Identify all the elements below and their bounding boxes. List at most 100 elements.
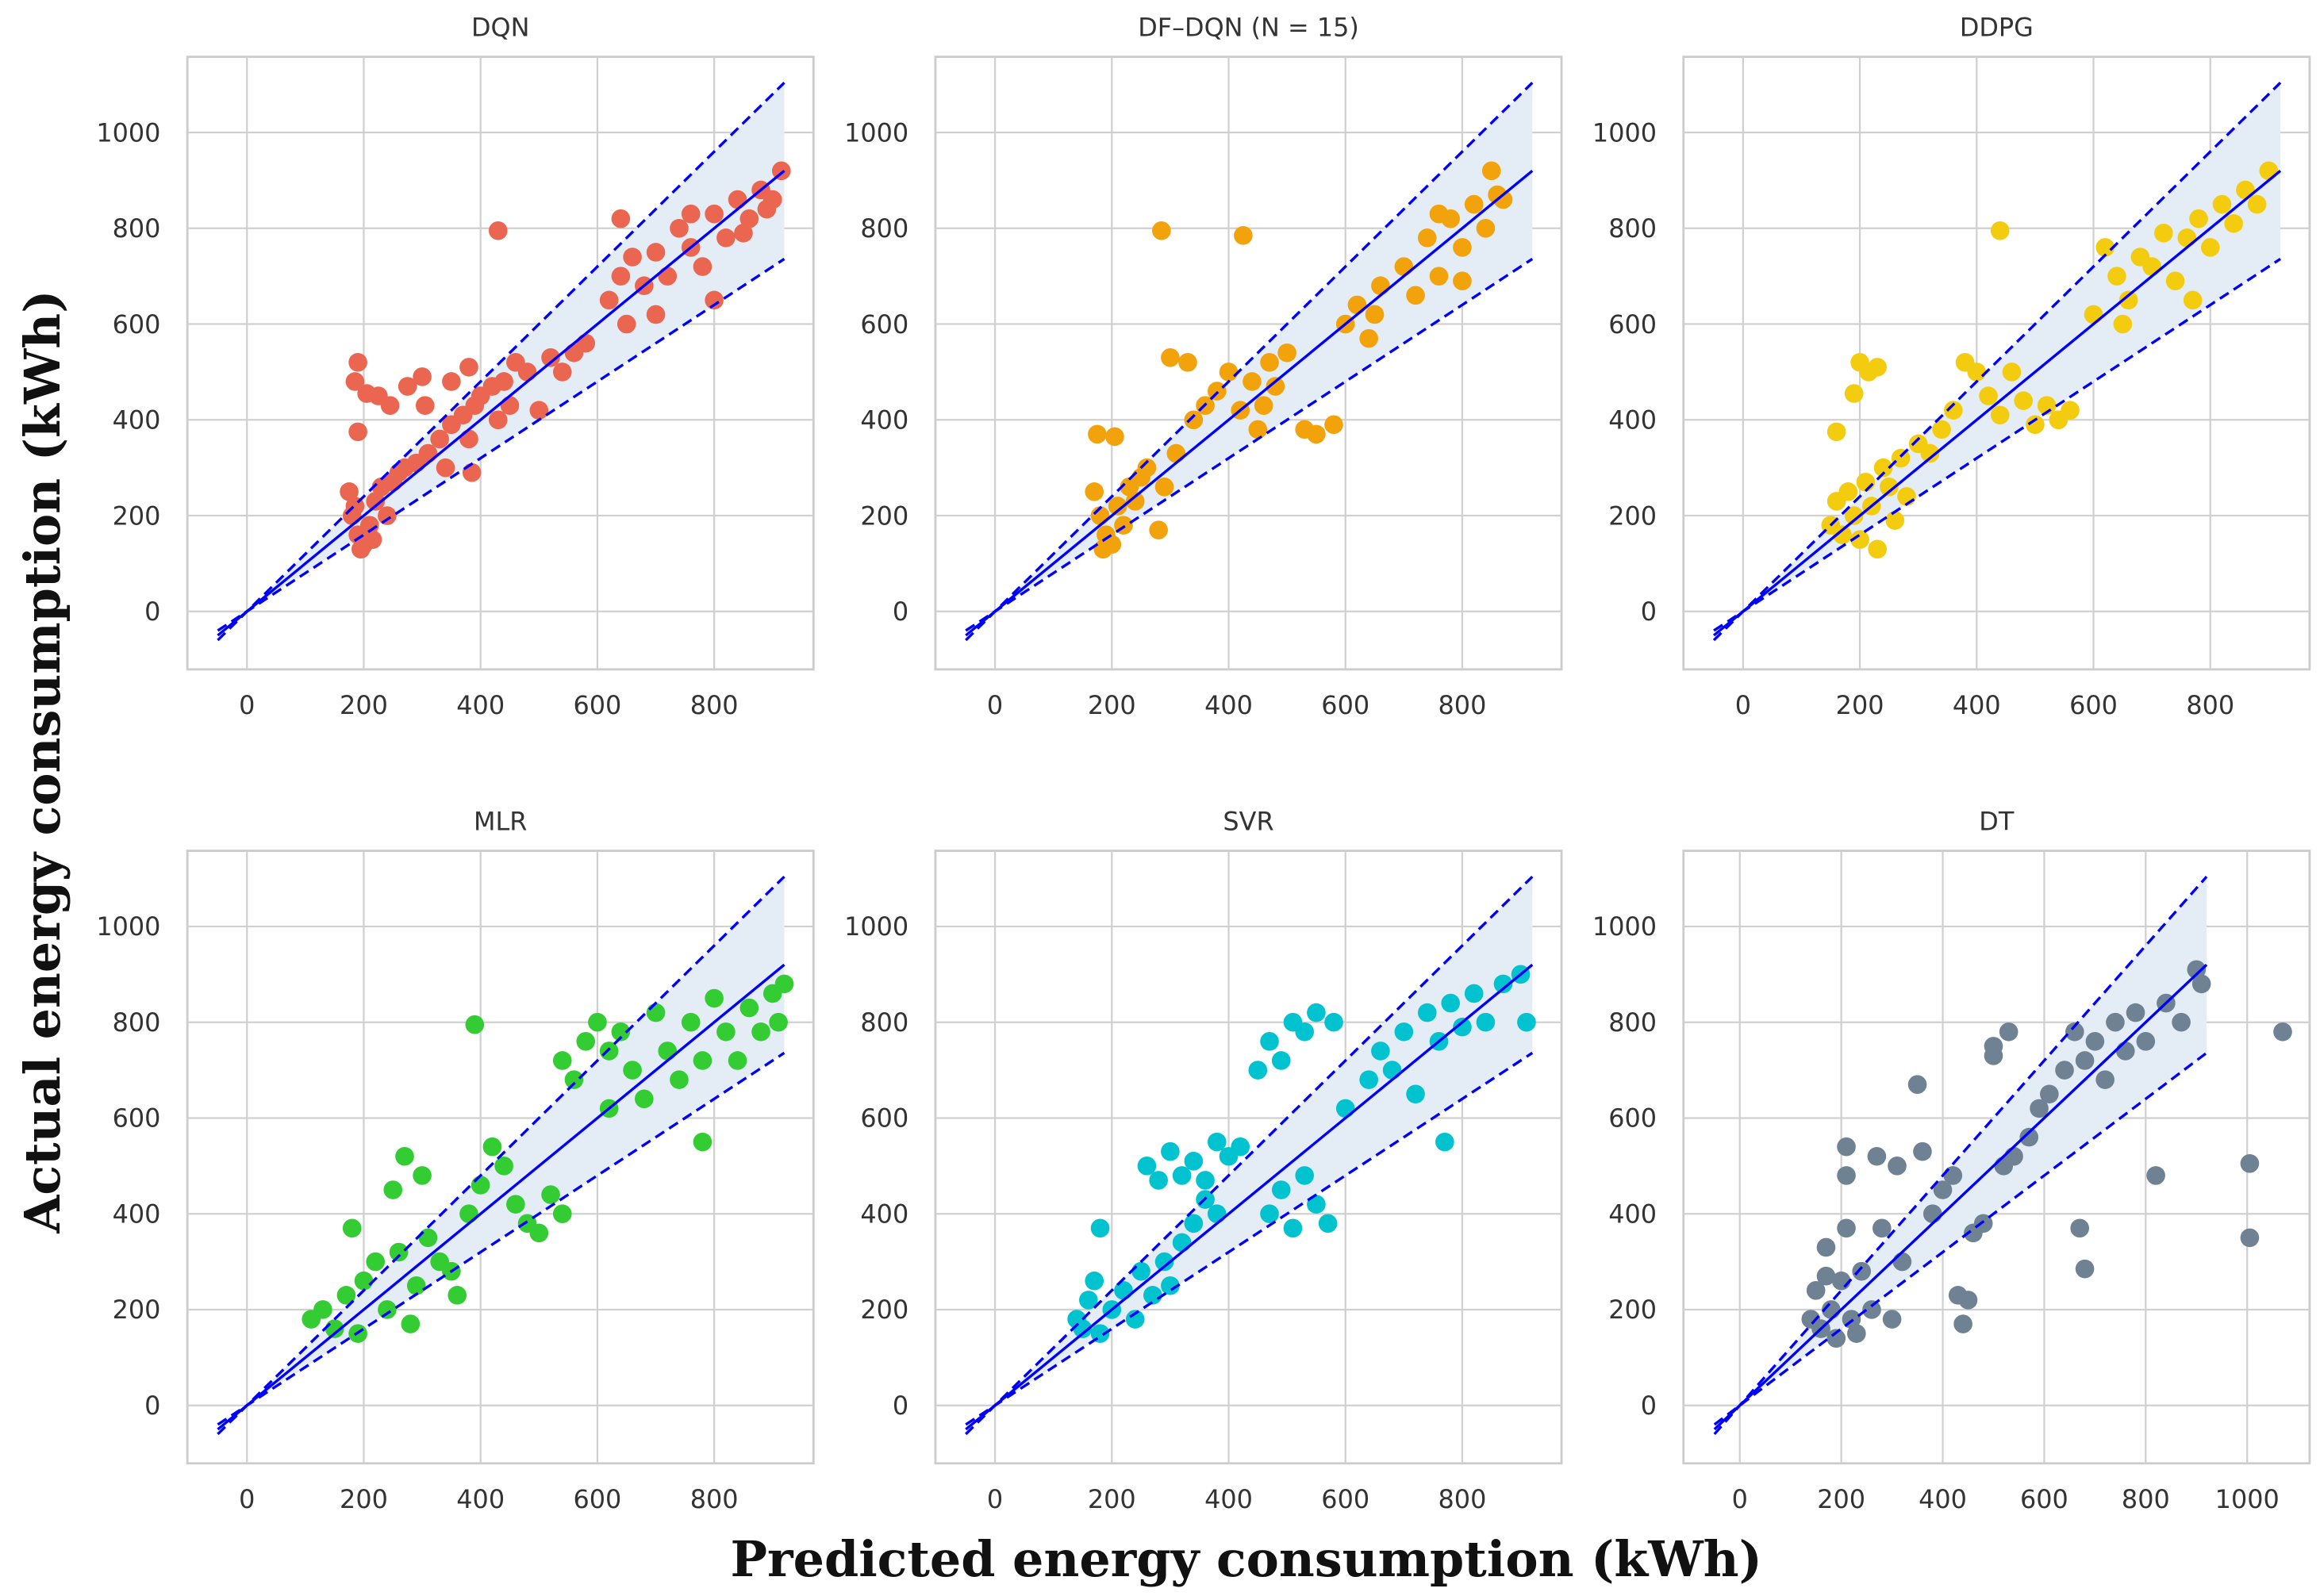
data-point — [2126, 1003, 2145, 1022]
data-point — [1394, 1022, 1414, 1042]
x-tick-label: 600 — [574, 1484, 622, 1514]
data-point — [623, 247, 642, 267]
identity-line — [1712, 170, 2282, 637]
data-point — [2106, 1012, 2125, 1032]
data-point — [2095, 238, 2115, 257]
x-tick-label: 200 — [340, 690, 388, 720]
data-point — [1172, 1166, 1192, 1185]
x-tick-label: 800 — [1438, 690, 1487, 720]
y-tick-label: 600 — [113, 1103, 161, 1134]
panel-title: DF–DQN (N = 15) — [1138, 12, 1359, 42]
data-point — [1816, 1266, 1836, 1286]
data-point — [345, 372, 365, 391]
panel-ddpg: 0 200 400 600 800 0 200 400 600 800 1000 DDPG — [1592, 12, 2311, 720]
data-point — [1852, 1261, 1872, 1281]
panel-mlr: 0 200 400 600 800 0 200 400 600 800 1000 MLR — [96, 806, 815, 1514]
data-point — [1143, 1286, 1162, 1305]
data-point — [739, 998, 759, 1018]
y-tick-label: 800 — [113, 1007, 161, 1038]
data-point — [340, 482, 359, 501]
data-point — [1435, 1132, 1454, 1152]
data-point — [1838, 482, 1858, 501]
x-tick-label: 600 — [2020, 1484, 2068, 1514]
x-tick-label: 1000 — [2215, 1484, 2280, 1514]
data-point — [1892, 1252, 1912, 1272]
data-point — [705, 204, 724, 224]
data-point — [488, 410, 508, 430]
data-point — [1277, 343, 1296, 363]
data-point — [1406, 286, 1425, 305]
x-tick-label: 200 — [340, 1484, 388, 1514]
data-point — [1149, 1171, 1168, 1190]
data-point — [1958, 1291, 1978, 1310]
data-point — [459, 358, 478, 377]
data-point — [1856, 472, 1876, 492]
data-point — [1149, 520, 1168, 539]
y-tick-label: 1000 — [844, 911, 908, 942]
panel-title: DT — [1979, 806, 2015, 836]
data-point — [1184, 1151, 1204, 1171]
x-tick-label: 600 — [2069, 690, 2118, 720]
x-tick-label: 0 — [987, 690, 1003, 720]
data-point — [2065, 1022, 2084, 1042]
data-point — [2165, 271, 2185, 291]
data-point — [1105, 427, 1124, 447]
data-point — [1453, 238, 1472, 257]
panel-title: MLR — [474, 806, 527, 836]
data-point — [751, 1022, 770, 1042]
data-point — [616, 314, 636, 334]
data-point — [1867, 1146, 1887, 1166]
data-point — [2026, 415, 2045, 435]
data-point — [1816, 1237, 1836, 1257]
data-point — [2187, 960, 2207, 980]
data-point — [2061, 401, 2080, 420]
x-tick-label: 400 — [456, 690, 505, 720]
y-tick-label: 400 — [113, 1199, 161, 1229]
data-point — [2189, 209, 2208, 228]
data-point — [552, 1204, 572, 1224]
panel-title: SVR — [1223, 806, 1273, 836]
x-tick-label: 0 — [987, 1484, 1003, 1514]
x-tick-label: 400 — [1953, 690, 2001, 720]
data-point — [436, 458, 455, 478]
y-tick-label: 0 — [893, 597, 908, 627]
identity-line — [965, 170, 1534, 637]
y-tick-label: 400 — [113, 405, 161, 435]
data-point — [693, 257, 713, 276]
x-tick-label: 400 — [456, 1484, 505, 1514]
data-point — [459, 429, 478, 449]
data-point — [1973, 1214, 1993, 1233]
data-point — [728, 190, 747, 209]
data-point — [576, 1032, 596, 1051]
data-point — [611, 209, 631, 228]
data-point — [1207, 1204, 1227, 1224]
data-point — [1999, 1022, 2018, 1042]
data-point — [447, 1286, 467, 1305]
y-tick-label: 800 — [113, 213, 161, 244]
y-tick-label: 400 — [860, 1199, 908, 1229]
x-tick-label: 0 — [239, 1484, 255, 1514]
data-point — [1152, 221, 1171, 240]
data-point — [1493, 974, 1513, 994]
data-point — [2055, 1061, 2074, 1080]
data-point — [366, 1252, 386, 1272]
data-point — [2019, 1127, 2039, 1147]
data-point — [1837, 1166, 1856, 1185]
lower-bound-line — [965, 1051, 1534, 1426]
data-point — [395, 1146, 414, 1166]
data-point — [1868, 358, 1887, 377]
data-point — [1873, 458, 1893, 478]
data-point — [465, 1015, 485, 1034]
data-point — [2075, 1259, 2095, 1279]
data-point — [1154, 478, 1174, 497]
data-point — [552, 363, 572, 382]
data-point — [634, 1089, 654, 1109]
data-point — [1920, 443, 1940, 463]
data-point — [2273, 1022, 2292, 1042]
data-point — [576, 333, 596, 353]
lower-bound-line — [965, 258, 1534, 632]
data-point — [1888, 1157, 1907, 1176]
data-point — [1382, 1061, 1402, 1080]
data-point — [1837, 1218, 1856, 1238]
data-point — [2030, 1099, 2049, 1118]
